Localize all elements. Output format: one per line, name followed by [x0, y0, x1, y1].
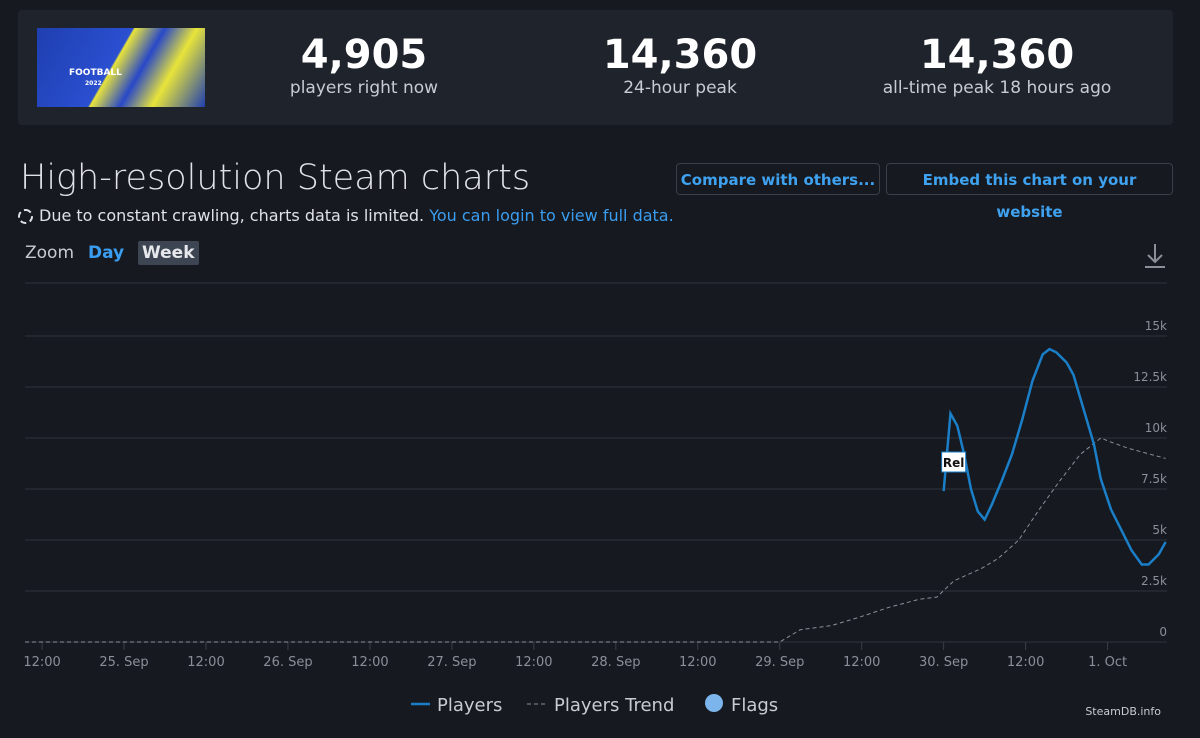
- x-tick-label: 28. Sep: [591, 655, 640, 670]
- legend-swatch: [705, 694, 723, 712]
- x-tick-label: 12:00: [187, 655, 224, 670]
- y-tick-label: 7.5k: [1141, 472, 1167, 486]
- x-tick-label: 12:00: [1007, 655, 1044, 670]
- legend-label: Flags: [731, 695, 778, 716]
- stats-card: [18, 10, 1173, 125]
- credit: SteamDB.info: [1085, 705, 1161, 718]
- download-icon[interactable]: [1145, 244, 1165, 268]
- series-line: [25, 437, 1166, 643]
- stat-label: 24-hour peak: [623, 78, 737, 98]
- compare-button[interactable]: Compare with others...: [676, 163, 880, 195]
- stat: 4,905 players right now: [214, 32, 514, 98]
- login-link[interactable]: You can login to view full data.: [429, 206, 674, 225]
- stat-label: all-time peak 18 hours ago: [882, 78, 1112, 98]
- x-tick-label: 30. Sep: [919, 655, 968, 670]
- stat-value: 4,905: [300, 32, 428, 78]
- legend-label: Players Trend: [554, 695, 674, 716]
- x-tick-label: 29. Sep: [755, 655, 804, 670]
- x-tick-label: 12:00: [843, 655, 880, 670]
- flag-box: [941, 451, 967, 473]
- game-image: FOOTBALL 2022: [37, 28, 205, 107]
- x-tick-label: 26. Sep: [263, 655, 312, 670]
- image-text: FOOTBALL: [69, 68, 122, 78]
- x-tick-label: 1. Oct: [1088, 655, 1127, 670]
- legend-label: Players: [437, 695, 502, 716]
- zoom-label: Zoom: [25, 243, 75, 263]
- y-tick-label: 2.5k: [1141, 574, 1167, 588]
- section-title: High-resolution Steam charts: [20, 158, 531, 198]
- x-tick-label: 25. Sep: [99, 655, 148, 670]
- zoom-day[interactable]: Day: [88, 243, 125, 263]
- x-tick-label: 12:00: [679, 655, 716, 670]
- x-tick-label: 27. Sep: [427, 655, 476, 670]
- y-tick-label: 10k: [1145, 421, 1167, 435]
- zoom-week[interactable]: Week: [138, 241, 199, 265]
- y-tick-label: 15k: [1145, 319, 1167, 333]
- y-tick-label: 12.5k: [1133, 370, 1167, 384]
- notice: Due to constant crawling, charts data is…: [18, 206, 674, 225]
- y-tick-label: 0: [1159, 625, 1167, 639]
- image-text: 2022: [85, 80, 102, 87]
- stat: 14,360 24-hour peak: [530, 32, 830, 98]
- x-tick-label: 12:00: [351, 655, 388, 670]
- embed-button[interactable]: Embed this chart on your website: [886, 163, 1173, 221]
- x-tick-label: 12:00: [515, 655, 552, 670]
- notice-icon: [18, 209, 33, 224]
- flag-label: Rel: [943, 456, 965, 470]
- stat-label: players right now: [289, 78, 439, 98]
- stat-value: 14,360: [919, 32, 1075, 78]
- notice-text: Due to constant crawling, charts data is…: [39, 206, 425, 225]
- x-tick-label: 12:00: [23, 655, 60, 670]
- stat: 14,360 all-time peak 18 hours ago: [847, 32, 1147, 98]
- series-line: [942, 347, 1167, 566]
- y-tick-label: 5k: [1152, 523, 1167, 537]
- stat-value: 14,360: [602, 32, 758, 78]
